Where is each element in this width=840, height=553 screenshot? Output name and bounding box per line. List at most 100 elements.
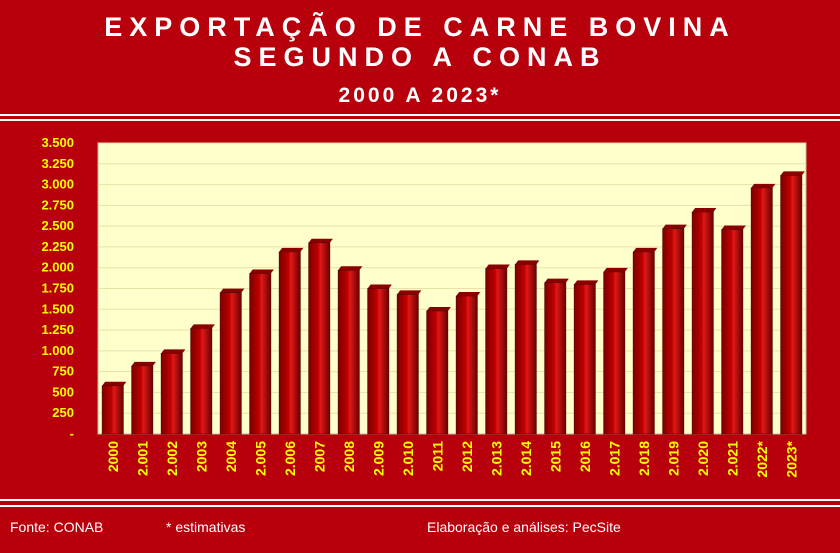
y-tick-label: 250 [52,405,74,420]
bar-top [367,284,392,289]
x-tick-label: 2.001 [134,441,150,476]
x-tick-label: 2008 [341,441,357,472]
bar [544,282,567,435]
bar [396,294,419,435]
bar-top [190,324,215,329]
x-tick-label: 2007 [311,441,327,472]
y-tick-label: 2.750 [41,197,74,212]
y-tick-label: 2.000 [41,260,74,275]
bar [101,385,124,435]
bar [249,273,272,435]
bar-top [279,247,304,252]
source-note: Fonte: CONAB [10,519,104,535]
y-tick-label: 1.250 [41,322,74,337]
bar-top [751,183,776,188]
bar [780,175,803,435]
bar-top [603,267,628,272]
footer-divider-bottom [0,505,840,507]
bar-top [426,306,451,311]
bar [426,310,449,435]
y-tick-label: 2.250 [41,239,74,254]
chart-container: - 250 500 750 1.000 1.250 1.500 1.750 2.000 2.250… [0,124,840,498]
chart-header: EXPORTAÇÃO DE CARNE BOVINA SEGUNDO A CON… [0,0,840,118]
bar-top [161,349,186,354]
x-tick-label: 2.013 [488,441,504,476]
x-tick-label: 2022* [754,440,770,477]
bar [485,268,508,435]
y-tick-label: 1.750 [41,281,74,296]
x-tick-label: 2015 [547,441,563,472]
bar-top [220,288,245,293]
bar-top [131,361,156,366]
bar [455,295,478,435]
x-tick-label: 2.019 [665,441,681,476]
x-tick-label: 2.021 [724,441,740,476]
x-tick-label: 2004 [223,441,239,472]
x-tick-label: 2012 [459,441,475,472]
credit-note: Elaboração e análises: PecSite [427,519,621,535]
x-tick-label: 2003 [193,441,209,472]
bar-top [485,264,510,269]
bar [308,242,331,435]
bar-top [515,260,540,265]
header-divider-bottom [0,119,840,121]
y-tick-label: 750 [52,364,74,379]
x-tick-label: 2.009 [370,441,386,476]
y-tick-label: 1.500 [41,301,74,316]
bar [750,187,773,435]
x-tick-label: 2.017 [606,441,622,476]
header-divider-top [0,114,840,116]
bar-top [721,225,746,230]
bar [721,229,744,435]
bar-top [633,247,658,252]
bar-top [249,269,274,274]
bar [632,251,655,435]
x-tick-label: 2000 [105,441,121,472]
x-tick-label: 2.018 [636,441,652,476]
bar-top [662,224,687,229]
bar [603,271,626,435]
y-tick-label: 3.250 [41,156,74,171]
bar [662,228,685,435]
bar [278,251,301,435]
footer-divider-top [0,499,840,501]
bar-top [780,171,805,176]
chart-footer: Fonte: CONAB * estimativas Elaboração e … [0,512,840,553]
x-tick-label: 2023* [783,440,799,477]
bar-top [308,238,333,243]
chart-title-line-2: SEGUNDO A CONAB [233,42,607,72]
x-tick-label: 2.020 [695,441,711,476]
y-tick-label: 2.500 [41,218,74,233]
y-tick-label: 1.000 [41,343,74,358]
chart-subtitle: 2000 A 2023* [338,84,502,107]
y-tick-label: - [70,426,74,441]
bar [190,328,213,435]
estimate-note: * estimativas [166,519,246,535]
bar [514,264,537,435]
bar [573,284,596,435]
y-tick-label: 500 [52,384,74,399]
bar-chart: - 250 500 750 1.000 1.250 1.500 1.750 2.000 2.250… [41,135,807,478]
x-tick-label: 2.006 [282,441,298,476]
bar-top [397,290,422,295]
x-tick-label: 2.005 [252,441,268,476]
bar [691,211,714,435]
x-tick-label: 2011 [429,441,445,472]
bar-top [102,381,127,386]
bar-top [456,291,481,296]
bar-top [544,278,569,283]
x-tick-label: 2.014 [518,441,534,476]
chart-title-line-1: EXPORTAÇÃO DE CARNE BOVINA [104,12,736,42]
bar [160,353,183,435]
bar [131,365,154,435]
x-tick-label: 2.002 [164,441,180,476]
bar [337,269,360,435]
bar-top [692,208,717,213]
y-tick-label: 3.500 [41,135,74,150]
bar [219,292,242,435]
bar-top [338,266,363,271]
x-tick-label: 2016 [577,441,593,472]
bar [367,288,390,435]
x-tick-label: 2.010 [400,441,416,476]
bar-top [574,280,599,285]
